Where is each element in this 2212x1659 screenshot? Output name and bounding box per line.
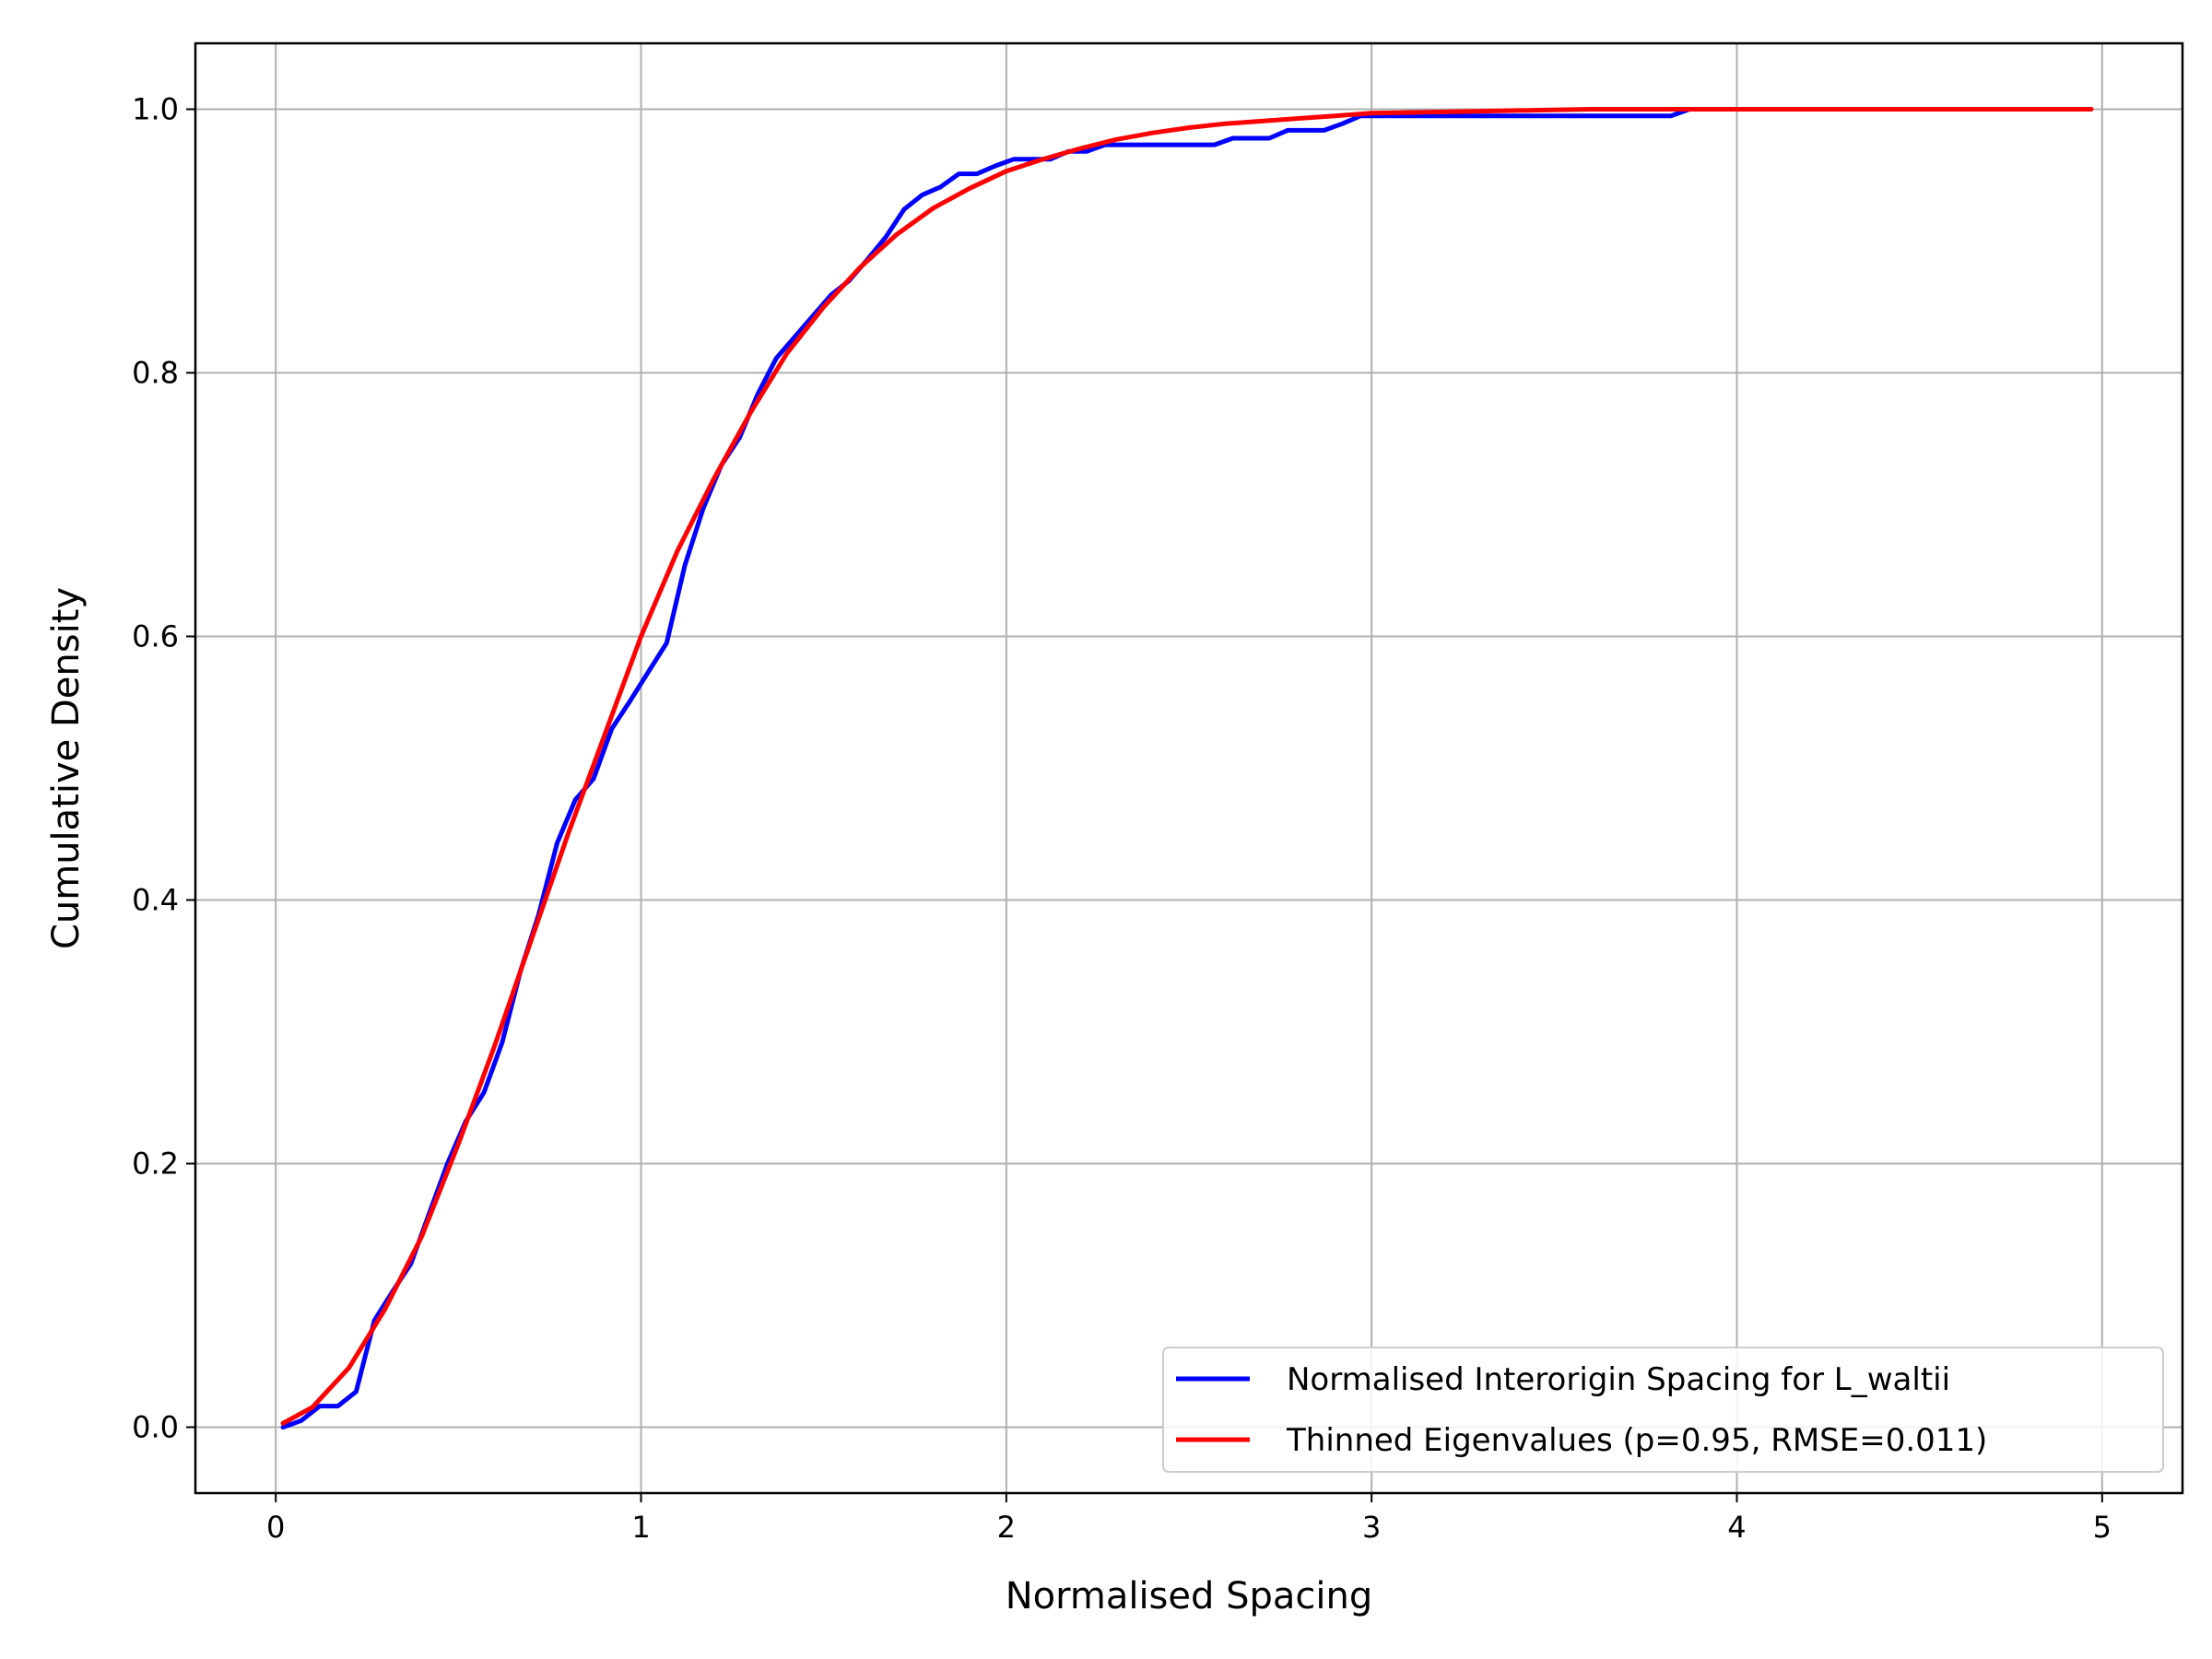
x-tick-label: 3 bbox=[1362, 1510, 1381, 1545]
y-tick-label: 0.4 bbox=[132, 883, 179, 918]
x-tick-label: 4 bbox=[1727, 1510, 1746, 1545]
legend: Normalised Interorigin Spacing for L_wal… bbox=[1162, 1347, 2164, 1473]
y-tick-label: 0.2 bbox=[132, 1147, 179, 1182]
x-tick-label: 0 bbox=[266, 1510, 285, 1545]
x-tick-label: 5 bbox=[2093, 1510, 2112, 1545]
grid bbox=[195, 43, 2183, 1493]
y-tick-label: 0.0 bbox=[132, 1410, 179, 1445]
legend-entry-red-series: Thinned Eigenvalues (p=0.95, RMSE=0.011) bbox=[1286, 1422, 1987, 1459]
x-tick-label: 2 bbox=[997, 1510, 1016, 1545]
y-tick-label: 1.0 bbox=[132, 92, 179, 127]
x-tick-label: 1 bbox=[631, 1510, 650, 1545]
series-line-red bbox=[280, 107, 2094, 1426]
axis-ticks: 0 1 2 3 4 5 0.0 0.2 0.4 0.6 0.8 1.0 bbox=[132, 92, 2112, 1546]
series-lines bbox=[280, 107, 2094, 1430]
y-tick-label: 0.8 bbox=[132, 356, 179, 391]
y-tick-label: 0.6 bbox=[132, 619, 179, 654]
legend-entry-blue-series: Normalised Interorigin Spacing for L_wal… bbox=[1287, 1361, 1950, 1398]
y-axis-label: Cumulative Density bbox=[45, 587, 88, 949]
series-line-blue bbox=[280, 107, 2094, 1430]
x-axis-label: Normalised Spacing bbox=[1006, 1575, 1373, 1618]
plot-area-frame bbox=[194, 41, 2184, 1495]
legend-box bbox=[1162, 1347, 2164, 1473]
